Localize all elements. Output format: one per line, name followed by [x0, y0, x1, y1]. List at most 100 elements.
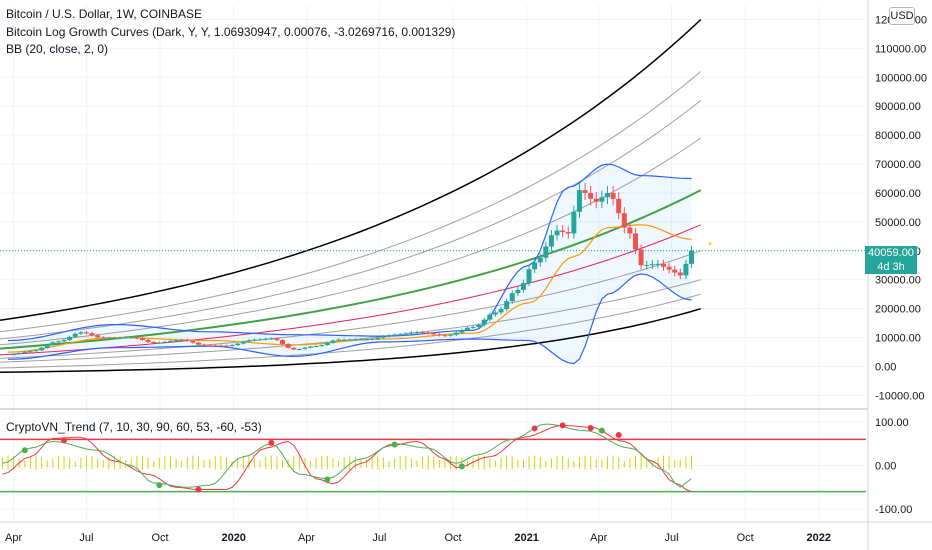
osc-tick-label: -100.00 — [875, 504, 912, 516]
candle-body — [190, 340, 196, 343]
oscillator-axis[interactable]: 100.00 0.00 -100.00 — [875, 417, 912, 516]
bollinger-legend[interactable]: BB (20, close, 2, 0) — [6, 42, 109, 56]
candle-body — [44, 344, 50, 348]
price-tick-label: 60000.00 — [875, 188, 921, 200]
candle-body — [604, 192, 610, 198]
signal-dot — [587, 425, 594, 432]
grid-lines — [0, 5, 866, 520]
log-growth-curve — [0, 293, 701, 369]
currency-badge[interactable]: USD — [889, 7, 915, 25]
time-axis[interactable]: Apr Jul Oct 2020 Apr Jul Oct 2021 Apr Jul Oct 2022 — [5, 532, 831, 544]
price-axis[interactable]: 120000.00110000.00100000.0090000.0080000… — [875, 14, 927, 402]
bollinger-lower — [7, 273, 692, 365]
price-tick-label: 30000.00 — [875, 275, 921, 287]
candle-body — [464, 327, 470, 330]
candle-body — [661, 263, 667, 267]
candle-body — [397, 334, 403, 336]
candle-body — [543, 246, 549, 258]
candle-body — [128, 337, 134, 339]
candle-body — [285, 343, 291, 348]
signal-dot — [195, 486, 202, 493]
time-tick-label: Jul — [79, 532, 93, 544]
symbol-title[interactable]: Bitcoin / U.S. Dollar, 1W, COINBASE — [6, 7, 203, 21]
candle-body — [106, 338, 112, 340]
candle-body — [201, 344, 207, 346]
candle-body — [554, 230, 560, 236]
candle-body — [11, 354, 17, 356]
candle-body — [235, 343, 241, 346]
candle-body — [610, 192, 616, 199]
candle-body — [229, 345, 235, 347]
candle-body — [515, 289, 521, 294]
candle-body — [257, 339, 263, 341]
candle-body — [27, 351, 33, 353]
log-growth-curve — [0, 137, 702, 346]
time-tick-label: Oct — [737, 532, 754, 544]
signal-dot — [156, 482, 163, 489]
candle-body — [100, 337, 106, 339]
marker-dot — [708, 242, 712, 246]
candle-body — [167, 340, 173, 342]
price-tick-label: 70000.00 — [875, 159, 921, 171]
candle-body — [22, 351, 28, 353]
candle-body — [593, 198, 599, 202]
candle-body — [341, 339, 347, 341]
price-tick-label: 20000.00 — [875, 304, 921, 316]
candle-body — [565, 232, 571, 234]
price-tick-label: 90000.00 — [875, 101, 921, 113]
candle-body — [403, 333, 409, 335]
candle-body — [689, 250, 695, 264]
candle-body — [55, 341, 61, 343]
osc-tick-label: 0.00 — [875, 461, 896, 473]
candle-body — [448, 334, 454, 336]
candle-body — [582, 190, 588, 193]
candle-body — [599, 197, 605, 202]
price-tick-label: 0.00 — [875, 362, 896, 374]
price-candles — [0, 183, 866, 356]
oscillator-legend[interactable]: CryptoVN_Trend (7, 10, 30, 90, 60, 53, -… — [6, 420, 262, 434]
candle-body — [308, 346, 314, 348]
osc-green-line — [2, 423, 692, 488]
candle-body — [72, 333, 78, 337]
candle-body — [61, 340, 67, 342]
candle-body — [179, 339, 185, 341]
last-price-label: 40059.00 4d 3h — [865, 246, 917, 274]
time-tick-label: Oct — [152, 532, 169, 544]
signal-dot — [598, 427, 605, 434]
log-growth-curve — [0, 307, 702, 374]
candle-body — [509, 293, 515, 302]
log-growth-curve — [0, 71, 702, 333]
bollinger-fill — [8, 164, 692, 364]
time-tick-label: Jul — [664, 532, 678, 544]
candle-body — [156, 342, 162, 344]
candle-body — [655, 263, 661, 265]
log-curves-legend[interactable]: Bitcoin Log Growth Curves (Dark, Y, Y, 1… — [6, 25, 456, 39]
candle-body — [352, 339, 358, 341]
candle-body — [649, 264, 655, 266]
candle-body — [431, 333, 437, 335]
candle-body — [89, 333, 95, 336]
candle-body — [195, 342, 201, 345]
candle-body — [576, 190, 582, 212]
osc-red-line — [2, 424, 692, 493]
time-tick-label: Apr — [5, 532, 22, 544]
candle-body — [212, 345, 218, 347]
candle-body — [588, 192, 594, 199]
osc-tick-label: 100.00 — [875, 417, 909, 429]
price-tick-label: -10000.00 — [875, 390, 925, 402]
candle-body — [414, 332, 420, 334]
candle-body — [621, 213, 627, 228]
candle-body — [240, 341, 246, 344]
log-growth-curve — [0, 224, 701, 356]
last-price-value: 40059.00 — [868, 247, 914, 259]
candle-body — [83, 332, 89, 334]
candle-body — [632, 233, 638, 250]
candle-body — [571, 211, 577, 234]
candle-body — [504, 301, 510, 310]
candle-body — [134, 337, 140, 339]
candle-body — [224, 345, 230, 347]
candle-body — [526, 269, 532, 284]
candle-body — [520, 283, 526, 290]
candle-body — [252, 339, 258, 341]
